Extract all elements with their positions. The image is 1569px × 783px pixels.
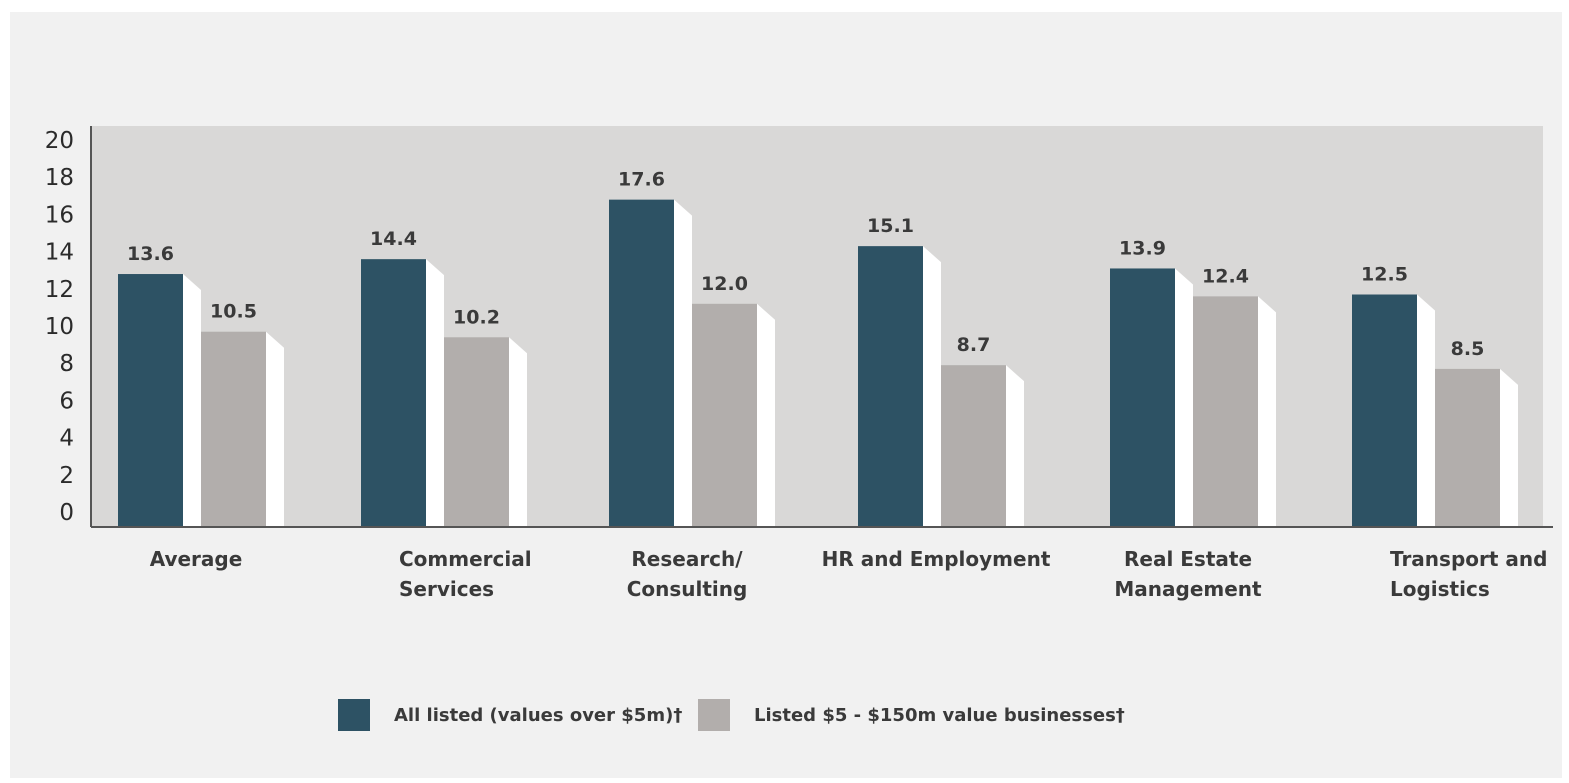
bar-shadow (757, 303, 775, 527)
bar-s1-c0 (201, 331, 266, 527)
bar-shadow (674, 199, 692, 527)
y-tick-label-18: 18 (45, 165, 74, 191)
y-tick-label-6: 6 (59, 388, 74, 414)
bar-s1-c2 (692, 303, 757, 527)
bar-shadow (1175, 268, 1193, 527)
legend-item-listed-5-150m: Listed $5 - $150m value businesses† (698, 699, 1125, 731)
category-label-3: HR and Employment (822, 547, 1051, 571)
y-tick-label-0: 0 (59, 500, 74, 526)
bar-s0-c2 (609, 199, 674, 527)
bar-shadow (1258, 296, 1276, 527)
data-label-s1-c4: 12.4 (1202, 265, 1249, 287)
y-tick-label-8: 8 (59, 351, 74, 377)
legend-label-all-listed: All listed (values over $5m)† (394, 704, 683, 726)
category-label-1: Commercial Services (399, 547, 532, 601)
y-tick-label-10: 10 (45, 314, 74, 340)
y-tick-label-4: 4 (59, 426, 74, 452)
bar-shadow (426, 259, 444, 527)
data-label-s1-c3: 8.7 (957, 334, 991, 356)
bars-group (118, 199, 1518, 527)
data-label-s1-c0: 10.5 (210, 301, 257, 323)
data-label-s1-c5: 8.5 (1451, 338, 1485, 360)
data-label-s0-c0: 13.6 (127, 243, 174, 265)
category-label-4: Real Estate Management (1114, 547, 1262, 601)
legend-swatch-listed-5-150m (698, 699, 730, 731)
y-tick-label-12: 12 (45, 277, 74, 303)
legend-item-all-listed: All listed (values over $5m)† (338, 699, 682, 731)
bar-shadow (509, 337, 527, 527)
category-label-0: Average (150, 547, 243, 571)
bar-s0-c0 (118, 274, 183, 527)
data-label-s0-c4: 13.9 (1119, 237, 1166, 259)
y-tick-label-14: 14 (45, 240, 74, 266)
data-label-s0-c2: 17.6 (618, 169, 665, 191)
bar-s1-c5 (1435, 368, 1500, 527)
bar-s1-c1 (444, 337, 509, 527)
axes-group: 0 2 4 6 8 10 12 14 16 18 20 (45, 126, 1553, 528)
legend-swatch-all-listed (338, 699, 370, 731)
data-label-s0-c5: 12.5 (1361, 264, 1408, 286)
bar-s0-c1 (361, 259, 426, 527)
bar-shadow (266, 331, 284, 527)
y-tick-label-16: 16 (45, 202, 74, 228)
bar-s0-c3 (858, 246, 923, 527)
bar-shadow (1500, 368, 1518, 527)
data-label-s1-c1: 10.2 (453, 306, 500, 328)
data-label-s0-c1: 14.4 (370, 228, 417, 250)
y-tick-label-2: 2 (59, 463, 74, 489)
category-label-2: Research/Consulting (627, 547, 748, 601)
plot-area (91, 126, 1543, 527)
data-label-s0-c3: 15.1 (867, 215, 914, 237)
bar-s1-c3 (941, 365, 1006, 527)
bar-s1-c4 (1193, 296, 1258, 527)
bar-shadow (1006, 365, 1024, 527)
y-tick-label-20: 20 (45, 128, 74, 154)
labels-group: 13.6 10.5 Average 14.4 10.2 Commercial Service… (127, 169, 1547, 601)
category-label-5: Transport and Logistics (1390, 547, 1547, 601)
bar-s0-c5 (1352, 294, 1417, 527)
bar-shadow (923, 246, 941, 527)
legend-label-listed-5-150m: Listed $5 - $150m value businesses† (754, 704, 1125, 726)
bar-shadow (183, 274, 201, 527)
bar-shadow (1417, 294, 1435, 527)
data-label-s1-c2: 12.0 (701, 273, 748, 295)
bar-s0-c4 (1110, 268, 1175, 527)
